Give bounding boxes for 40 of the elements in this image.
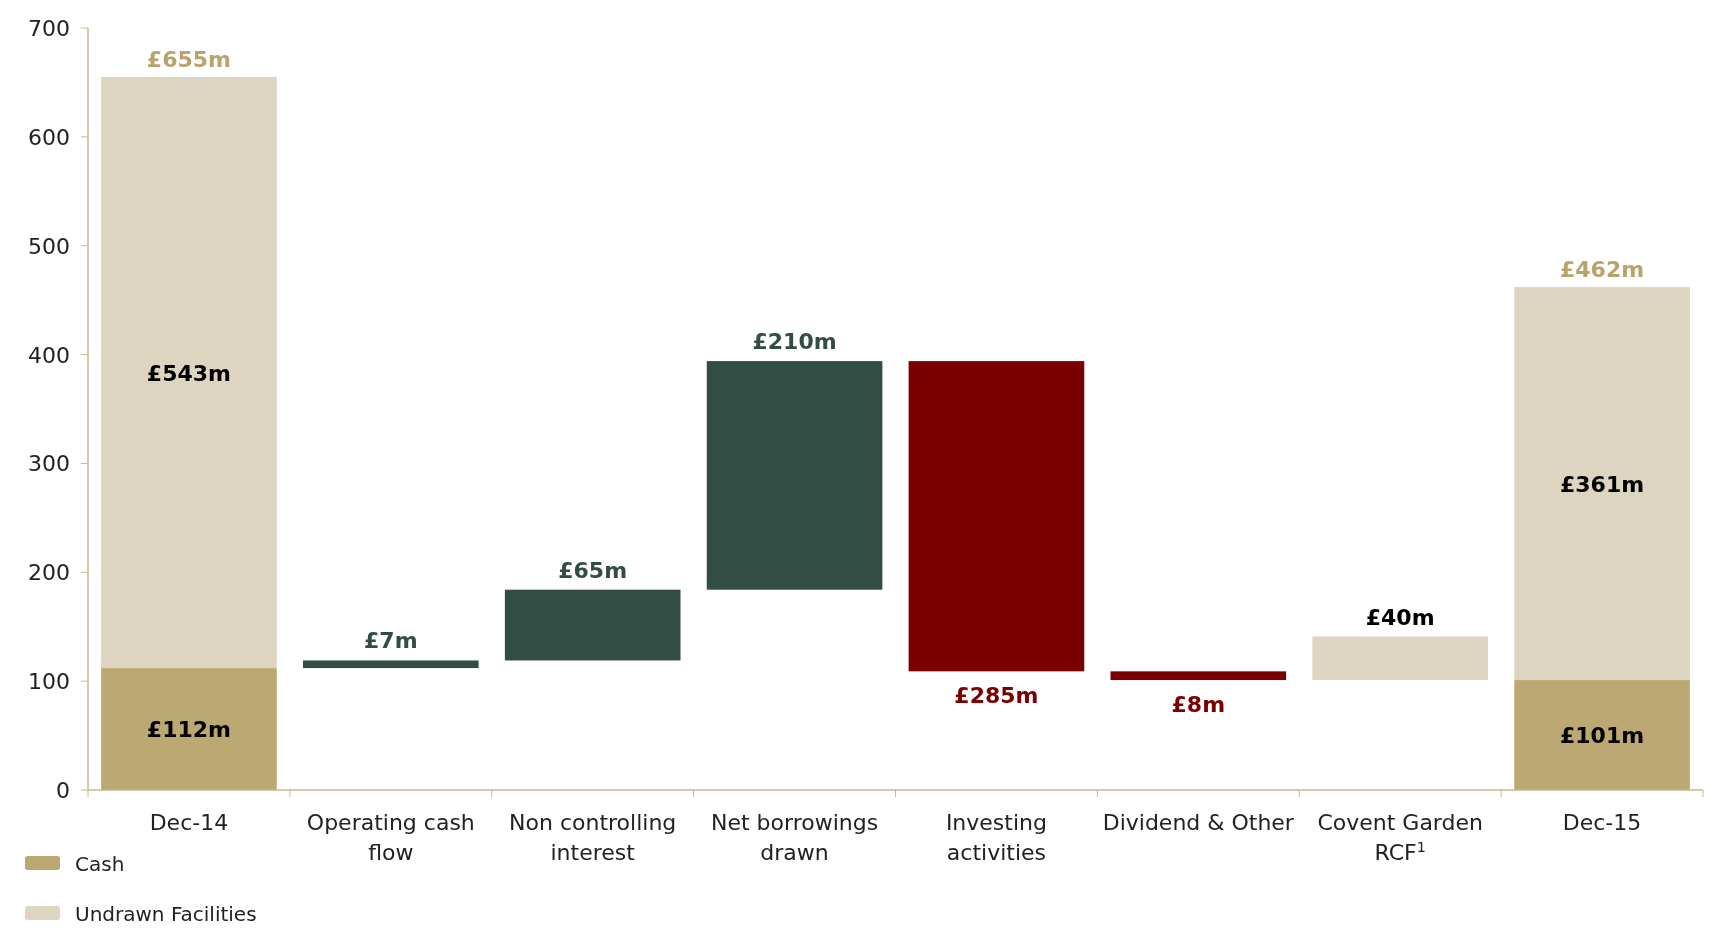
- bar: [101, 668, 277, 790]
- bar: [1514, 680, 1690, 790]
- data-label: £40m: [1365, 604, 1435, 630]
- data-label: £7m: [364, 628, 418, 654]
- data-label: £65m: [558, 557, 628, 583]
- bar: [1110, 671, 1287, 681]
- data-label: £285m: [954, 683, 1039, 709]
- legend-label: Cash: [75, 852, 125, 876]
- y-tick-label: 100: [28, 669, 70, 695]
- total-label: £462m: [1559, 257, 1645, 283]
- y-tick-label: 300: [28, 451, 70, 477]
- x-tick-label: Investing activities: [945, 810, 1047, 865]
- y-tick-label: 400: [28, 342, 70, 368]
- x-tick-label: Dec-14: [149, 810, 229, 835]
- x-tick-label: Net borrowings drawn: [710, 810, 879, 865]
- total-label: £655m: [146, 46, 232, 72]
- legend-label: Undrawn Facilities: [75, 902, 257, 926]
- bar: [1514, 287, 1690, 681]
- bar: [1312, 636, 1488, 681]
- y-tick-label: 200: [28, 560, 70, 586]
- bar: [504, 589, 681, 661]
- y-tick-label: 500: [28, 233, 70, 259]
- data-label: £210m: [752, 329, 837, 355]
- y-tick-label: 0: [56, 778, 70, 803]
- bar: [303, 660, 479, 669]
- x-tick-label: Operating cash flow: [306, 810, 475, 865]
- bar: [706, 361, 883, 590]
- data-label: £8m: [1171, 692, 1226, 718]
- data-label: £101m: [1559, 723, 1645, 749]
- data-label: £543m: [146, 360, 232, 386]
- data-label: £361m: [1559, 471, 1645, 497]
- bar: [908, 361, 1085, 672]
- y-tick-label: 700: [28, 16, 70, 41]
- x-tick-label: Non controlling interest: [509, 810, 677, 865]
- x-tick-label: Covent Garden RCF$^{1}$: [1317, 810, 1483, 865]
- x-tick-label: Dividend & Other: [1102, 810, 1295, 835]
- data-label: £112m: [146, 717, 232, 743]
- x-tick-label: Dec-15: [1562, 810, 1642, 835]
- bar: [101, 76, 277, 669]
- y-tick-label: 600: [28, 124, 70, 150]
